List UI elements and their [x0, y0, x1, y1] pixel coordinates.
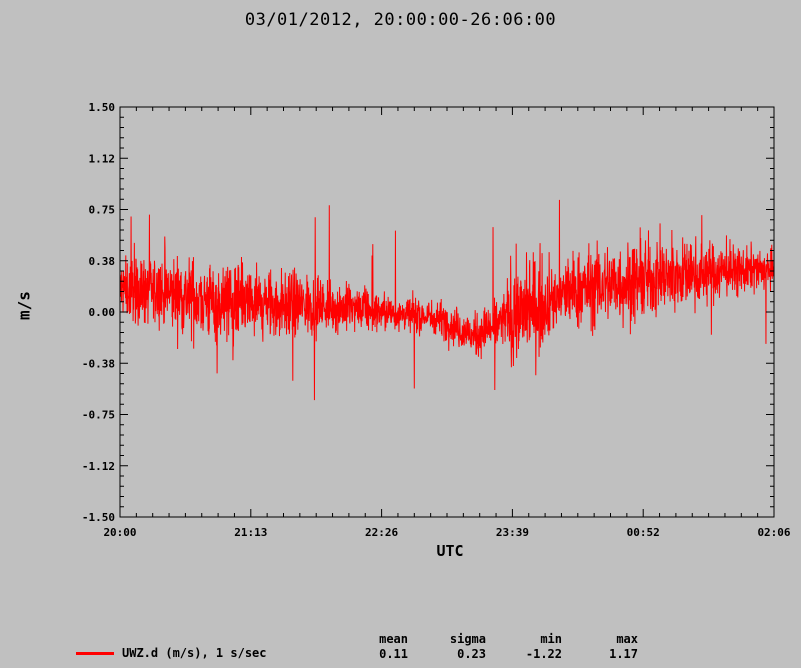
stat-header-sigma: sigma [449, 632, 486, 646]
legend: UWZ.d (m/s), 1 s/sec [76, 646, 267, 660]
y-tick-label: 0.75 [89, 204, 116, 217]
chart-title: 03/01/2012, 20:00:00-26:06:00 [244, 10, 557, 30]
stat-header-mean: mean [379, 632, 408, 646]
x-tick-label: 00:52 [627, 526, 660, 539]
legend-swatch [76, 651, 114, 655]
y-tick-label: 0.38 [89, 255, 116, 268]
stat-value-min: -1.22 [525, 647, 562, 661]
x-tick-label: 23:39 [496, 526, 529, 539]
y-axis-label: m/s [14, 291, 34, 320]
stat-value-max: 1.17 [609, 647, 638, 661]
y-tick-label: -1.12 [82, 460, 115, 473]
x-tick-label: 20:00 [103, 526, 136, 539]
y-tick-label: 1.50 [89, 101, 116, 114]
trace-layer [119, 199, 775, 401]
y-tick-label: -0.75 [82, 409, 115, 422]
y-tick-label: -0.38 [82, 357, 115, 370]
x-tick-label: 22:26 [365, 526, 398, 539]
stat-header-min: min [540, 632, 562, 646]
x-tick-label: 02:06 [757, 526, 790, 539]
axes-layer: 1.50 1.12 0.75 0.38 0.00 -0.38 -0.75 -1.12 -1.50… [82, 101, 791, 539]
x-tick-label: 21:13 [234, 526, 267, 539]
trace-line [119, 199, 775, 401]
stat-value-sigma: 0.23 [457, 647, 486, 661]
stat-value-mean: 0.11 [379, 647, 408, 661]
y-tick-label: 0.00 [89, 306, 116, 319]
legend-label: UWZ.d (m/s), 1 s/sec [122, 646, 267, 660]
stat-header-max: max [616, 632, 638, 646]
y-tick-label: -1.50 [82, 511, 115, 524]
x-axis-label: UTC [436, 542, 464, 560]
y-tick-label: 1.12 [89, 152, 116, 165]
